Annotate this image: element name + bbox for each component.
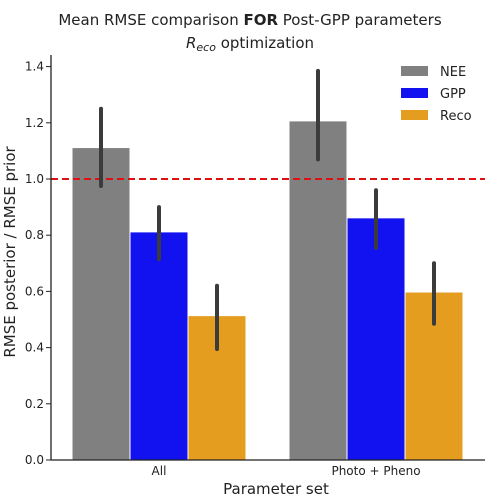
legend-label-reco: Reco bbox=[440, 109, 472, 124]
chart-title-line2: Reco optimization bbox=[186, 34, 314, 54]
bars-group bbox=[72, 121, 463, 461]
bar-nee-1 bbox=[289, 121, 347, 461]
legend-swatch-reco bbox=[401, 110, 428, 120]
x-tick-label: Photo + Pheno bbox=[331, 464, 420, 478]
legend-label-nee: NEE bbox=[440, 65, 466, 80]
y-tick-label: 0.6 bbox=[25, 284, 44, 298]
y-tick-label: 0.4 bbox=[25, 341, 44, 355]
x-tick-label: All bbox=[152, 464, 167, 478]
error-bars-group bbox=[99, 68, 436, 352]
bar-nee-0 bbox=[72, 148, 130, 460]
legend-label-gpp: GPP bbox=[440, 87, 466, 102]
x-axis-label: Parameter set bbox=[223, 480, 329, 498]
bar-gpp-1 bbox=[347, 218, 405, 460]
legend-swatch-nee bbox=[401, 66, 428, 76]
y-tick-label: 0.0 bbox=[25, 453, 44, 467]
y-tick-label: 1.4 bbox=[25, 60, 44, 74]
y-axis-label: RMSE posterior / RMSE prior bbox=[1, 145, 19, 357]
y-tick-label: 1.2 bbox=[25, 116, 44, 130]
chart-title-bold: FOR bbox=[243, 11, 278, 29]
x-ticks-group: All Photo + Pheno bbox=[152, 464, 421, 478]
legend-swatch-gpp bbox=[401, 88, 428, 98]
y-tick-label: 0.8 bbox=[25, 228, 44, 242]
y-tick-label: 1.0 bbox=[25, 172, 44, 186]
legend: NEE GPP Reco bbox=[401, 65, 472, 124]
chart-title-subscript: eco bbox=[196, 41, 216, 54]
y-ticks-group: 0.0 0.2 0.4 0.6 0.8 1.0 1.2 1.4 bbox=[25, 60, 51, 467]
chart-title-math: R bbox=[186, 34, 196, 52]
chart-title-line1: Mean RMSE comparison FOR Post-GPP parame… bbox=[58, 11, 441, 29]
y-tick-label: 0.2 bbox=[25, 397, 44, 411]
chart-title-rest: optimization bbox=[216, 34, 314, 52]
chart-title-post: Post-GPP parameters bbox=[278, 11, 442, 29]
bar-gpp-0 bbox=[130, 232, 188, 460]
chart-title-pre: Mean RMSE comparison bbox=[58, 11, 243, 29]
